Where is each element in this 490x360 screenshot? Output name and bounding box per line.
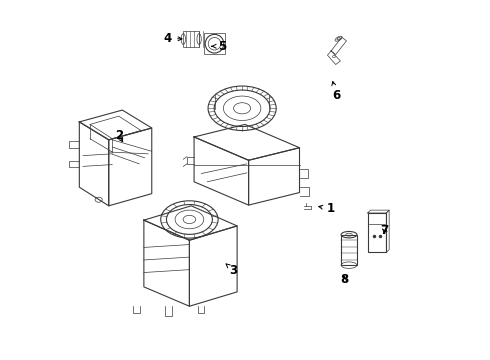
Text: 4: 4 xyxy=(164,32,182,45)
Text: 6: 6 xyxy=(332,81,341,102)
Text: 2: 2 xyxy=(115,129,123,143)
Bar xyxy=(368,213,386,252)
Text: 1: 1 xyxy=(318,202,335,215)
Bar xyxy=(183,31,199,47)
Text: 8: 8 xyxy=(341,273,349,286)
Text: 3: 3 xyxy=(226,264,238,277)
Bar xyxy=(341,235,357,265)
Text: 5: 5 xyxy=(212,40,226,53)
Text: 7: 7 xyxy=(380,224,388,238)
